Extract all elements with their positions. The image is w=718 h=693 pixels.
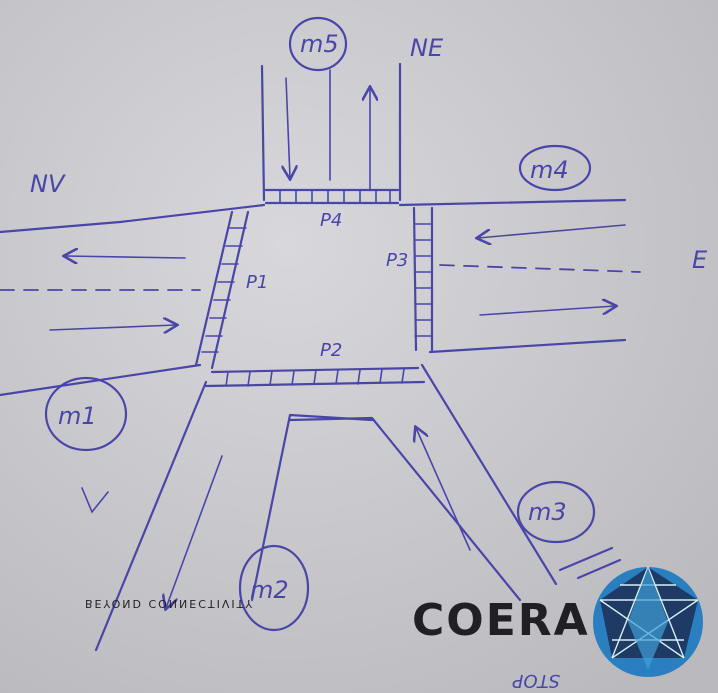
crosswalk-p2	[204, 366, 426, 388]
geodesic-globe-icon	[593, 566, 703, 677]
svg-text:m3: m3	[528, 498, 567, 526]
north-road	[260, 62, 402, 202]
crosswalk-p3	[412, 206, 434, 352]
stop-line	[558, 546, 622, 580]
marker-m1: m1	[44, 376, 128, 452]
logo-wordmark: COERA	[412, 595, 590, 646]
marker-m3: m3	[516, 480, 596, 544]
logo-tagline: BEYOND CONNECTIVITY	[85, 597, 254, 610]
label-p3: P3	[386, 250, 408, 271]
svg-text:m1: m1	[58, 402, 97, 430]
label-p4: P4	[320, 210, 342, 231]
coera-logo: COERA BEYOND CONNECTIVITY	[85, 566, 703, 677]
marker-m4: m4	[518, 144, 592, 192]
label-ne: NE	[410, 34, 444, 62]
svg-text:m2: m2	[250, 576, 289, 604]
west-road	[0, 203, 266, 397]
label-nv: NV	[30, 170, 66, 198]
label-p2: P2	[320, 340, 342, 361]
svg-text:m4: m4	[530, 156, 569, 184]
marker-m5: m5	[288, 16, 348, 72]
label-p1: P1	[246, 272, 268, 293]
crosswalk-p1	[194, 210, 250, 370]
stop-annotation: STOP	[512, 670, 560, 691]
label-e: E	[692, 246, 708, 274]
east-road	[398, 198, 641, 354]
crosswalk-p4	[264, 188, 400, 205]
svg-text:m5: m5	[300, 30, 339, 58]
marker-m2: m2	[238, 544, 310, 632]
south-road	[81, 363, 558, 652]
